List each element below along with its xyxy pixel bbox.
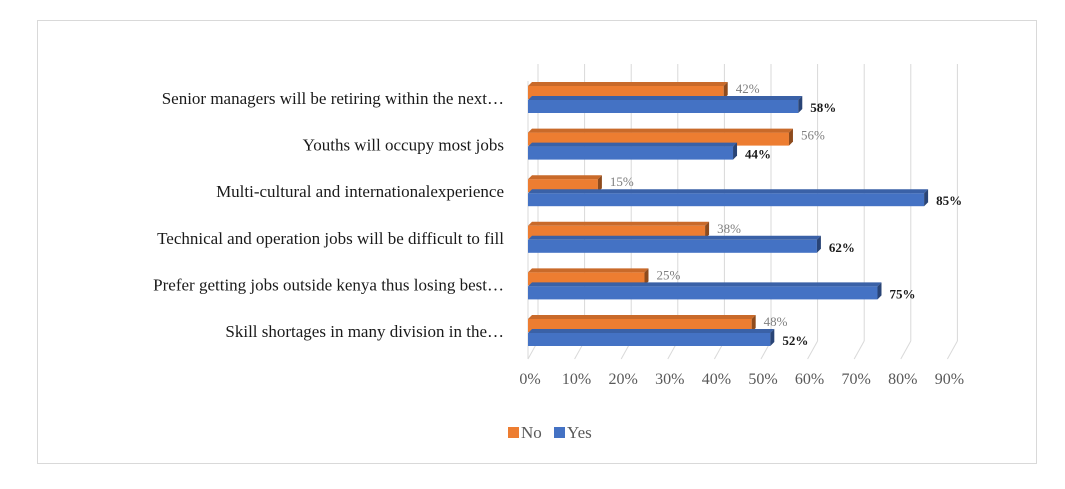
data-label-yes: 52% <box>782 333 808 348</box>
data-label-no: 56% <box>801 128 825 143</box>
bar-no-top <box>528 268 649 273</box>
bar-no <box>528 132 789 146</box>
data-label-no: 25% <box>657 267 681 282</box>
bar-no <box>528 272 645 286</box>
bar-no-side <box>723 82 728 99</box>
bar-yes-top <box>528 189 929 194</box>
bar-yes-side <box>877 282 882 300</box>
x-tick-label: 80% <box>888 371 917 388</box>
bar-no-side <box>788 128 793 146</box>
category-label: Technical and operation jobs will be dif… <box>157 229 504 248</box>
data-label-yes: 44% <box>745 147 771 162</box>
bar-yes <box>528 286 878 300</box>
data-label-no: 48% <box>764 314 788 329</box>
bar-yes <box>528 146 734 160</box>
data-label-yes: 62% <box>829 240 855 255</box>
x-tick-label: 70% <box>842 371 871 388</box>
data-label-yes: 85% <box>936 193 962 208</box>
bar-yes <box>528 239 817 253</box>
bar-yes-side <box>798 96 803 113</box>
bar-no-side <box>644 268 649 286</box>
x-tick-label: 30% <box>655 371 684 388</box>
data-label-yes: 58% <box>810 100 836 115</box>
bar-yes-side <box>733 142 738 160</box>
bar-yes <box>528 193 925 207</box>
category-label: Senior managers will be retiring within … <box>162 89 504 108</box>
bar-yes-top <box>528 235 821 240</box>
bar-yes-side <box>816 235 821 253</box>
category-label: Prefer getting jobs outside kenya thus l… <box>153 275 504 294</box>
x-tick-label: 20% <box>609 371 638 388</box>
x-tick-label: 60% <box>795 371 824 388</box>
data-label-no: 42% <box>736 81 760 96</box>
legend-swatch-yes <box>554 427 565 438</box>
bar-no-side <box>705 221 710 239</box>
bar-chart: 0% 10% 20% 30% 40% 50% 60% 70% 80% 90% 42% 58% Senio… <box>153 64 964 442</box>
category-label: Youths will occupy most jobs <box>303 136 504 155</box>
gridline-floor <box>900 340 912 360</box>
bar-yes-top <box>528 96 803 100</box>
legend-swatch-no <box>508 427 519 438</box>
bar-no <box>528 225 706 239</box>
legend-label-yes: Yes <box>567 423 592 442</box>
bar-yes <box>528 100 799 113</box>
x-tick-label: 50% <box>748 371 777 388</box>
gridline-floor <box>946 340 958 360</box>
bar-no-side <box>751 315 756 332</box>
legend-label-no: No <box>521 423 542 442</box>
gridline-floor <box>853 340 865 360</box>
bar-no-top <box>528 315 756 319</box>
bar-no <box>528 179 598 193</box>
data-label-no: 15% <box>610 174 634 189</box>
bar-no-top <box>528 221 710 226</box>
chart-frame: 0% 10% 20% 30% 40% 50% 60% 70% 80% 90% 42% 58% Senio… <box>37 20 1037 464</box>
bar-yes <box>528 333 771 346</box>
x-tick-label: 10% <box>562 371 591 388</box>
bar-no-side <box>597 175 602 193</box>
bar-yes-top <box>528 329 775 333</box>
category-label: Skill shortages in many division in the… <box>225 322 504 341</box>
bar-no-top <box>528 128 793 133</box>
bar-no <box>528 319 752 332</box>
bar-no-top <box>528 175 602 180</box>
x-tick-label: 90% <box>935 371 964 388</box>
x-tick-label: 0% <box>519 371 540 388</box>
bar-no-top <box>528 82 728 86</box>
data-label-no: 38% <box>717 221 741 236</box>
x-tick-label: 40% <box>702 371 731 388</box>
bar-no <box>528 86 724 99</box>
bar-yes-side <box>924 189 929 207</box>
category-label: Multi-cultural and internationalexperien… <box>216 182 504 201</box>
data-label-yes: 75% <box>890 286 916 301</box>
bar-yes-side <box>770 329 775 346</box>
gridline-floor <box>807 340 819 360</box>
bar-yes-top <box>528 282 882 287</box>
bar-yes-top <box>528 142 738 147</box>
